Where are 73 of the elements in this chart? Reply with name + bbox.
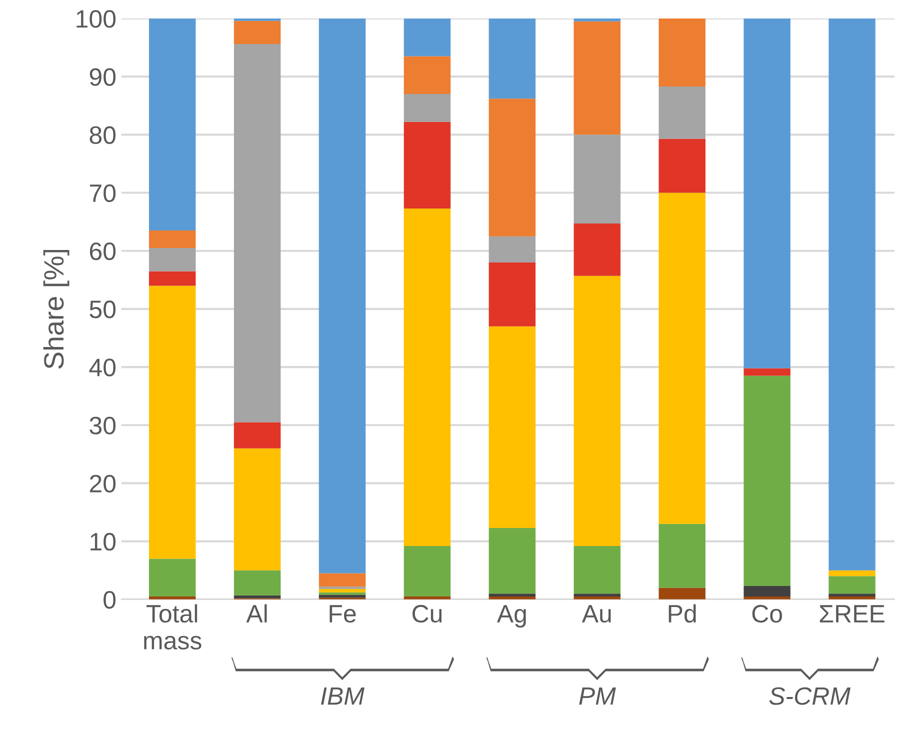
bar [658, 18, 706, 86]
x-tick-label: Ag [496, 605, 526, 628]
bar [488, 18, 536, 99]
y-tick-label: 60 [90, 242, 116, 260]
bar [574, 546, 621, 594]
bar [574, 134, 621, 224]
bar [828, 18, 876, 570]
y-axis-title: Share [%] [43, 250, 70, 369]
bar [234, 422, 281, 448]
x-tick-label: Total mass [144, 604, 202, 650]
bar [404, 18, 451, 56]
y-tick-label: 50 [90, 300, 116, 318]
x-tick-label: ΣREE [820, 605, 884, 622]
y-tick-label: 30 [90, 416, 116, 434]
bar [828, 570, 876, 576]
bar [404, 208, 451, 546]
bar [318, 573, 366, 587]
bar [574, 276, 621, 546]
y-tick-label: 80 [90, 126, 116, 144]
bar [148, 286, 196, 559]
y-tick-label: 20 [90, 474, 116, 493]
x-tick-label: Au [582, 605, 611, 623]
bar [488, 98, 536, 236]
bar [404, 122, 451, 208]
y-tick-label: 90 [90, 68, 116, 86]
bar [744, 368, 790, 376]
bar [488, 262, 536, 326]
bar [658, 524, 706, 588]
bar [148, 18, 196, 231]
text: IBM [321, 687, 364, 705]
bar [148, 248, 196, 272]
bar [828, 594, 876, 596]
y-tick-label: 40 [89, 358, 116, 376]
bar [234, 570, 281, 596]
bar [318, 592, 366, 595]
bar [234, 20, 281, 44]
y-tick-label: 10 [90, 532, 116, 551]
bar [574, 21, 621, 135]
bar [148, 230, 196, 248]
bar [404, 546, 451, 596]
bar [744, 586, 790, 596]
bar [488, 326, 536, 528]
x-tick-label: Pd [668, 604, 696, 623]
text: PM [579, 687, 616, 705]
y-tick-label: 100 [76, 10, 116, 28]
bar [744, 18, 790, 368]
bar [404, 56, 451, 94]
bar [234, 44, 281, 422]
bar [148, 558, 196, 596]
bar [318, 18, 366, 574]
bar [404, 94, 451, 122]
bar [658, 588, 706, 600]
bar [488, 528, 536, 594]
bar [658, 192, 706, 524]
bar [148, 271, 196, 286]
y-tick-label: 70 [90, 184, 116, 202]
bar [318, 588, 366, 592]
bar [574, 224, 621, 276]
bar [744, 376, 790, 586]
bar [234, 448, 281, 570]
bar [488, 236, 536, 262]
bar [574, 18, 621, 22]
bar [658, 86, 706, 139]
x-tick-label: Al [246, 604, 267, 622]
bar [828, 576, 876, 594]
x-tick-label: Cu [412, 604, 442, 623]
x-tick-label: Co [752, 604, 782, 623]
bar [488, 594, 536, 596]
bar [658, 138, 706, 193]
bar [574, 594, 621, 596]
text: S-CRM [769, 687, 851, 705]
y-tick-label: 0 [104, 591, 116, 609]
x-tick-label: Fe [330, 605, 356, 623]
